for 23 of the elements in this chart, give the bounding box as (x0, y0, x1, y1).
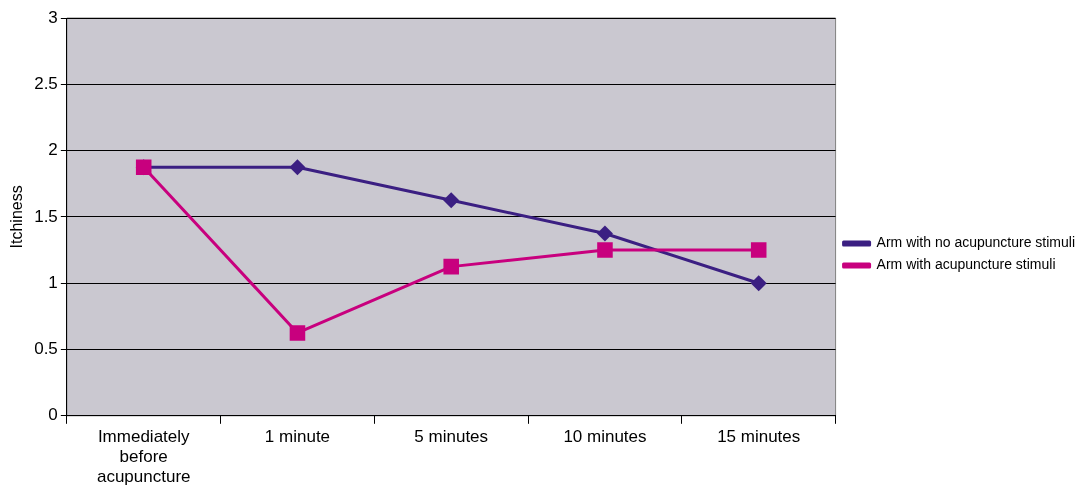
point (596, 225, 613, 242)
point (443, 192, 460, 209)
x-tick-label: 5 minutes (414, 426, 489, 446)
x-tick-label: Immediately before acupuncture (96, 426, 191, 487)
x-tick-label: 10 minutes (563, 426, 647, 446)
y-tick-label: 2 (48, 140, 58, 160)
legend-label: Arm with acupuncture stimuli (876, 256, 1056, 273)
y-tick-label: 1 (48, 272, 58, 292)
point (750, 242, 767, 258)
point (750, 275, 767, 292)
point (443, 258, 459, 275)
x-tick-label: 1 minute (264, 426, 331, 446)
y-tick-label: 0 (48, 405, 58, 425)
y-tick-label: 2.5 (34, 73, 58, 93)
point (289, 325, 306, 341)
point (597, 242, 613, 258)
point (289, 159, 306, 176)
y-tick-label: 3 (48, 7, 58, 27)
y-tick-label: 1.5 (34, 206, 58, 226)
y-axis-title: Itchiness (8, 185, 26, 249)
y-tick-label: 0.5 (34, 339, 58, 359)
x-tick-label: 15 minutes (717, 426, 801, 446)
legend-label: Arm with no acupuncture stimuli (876, 234, 1076, 251)
